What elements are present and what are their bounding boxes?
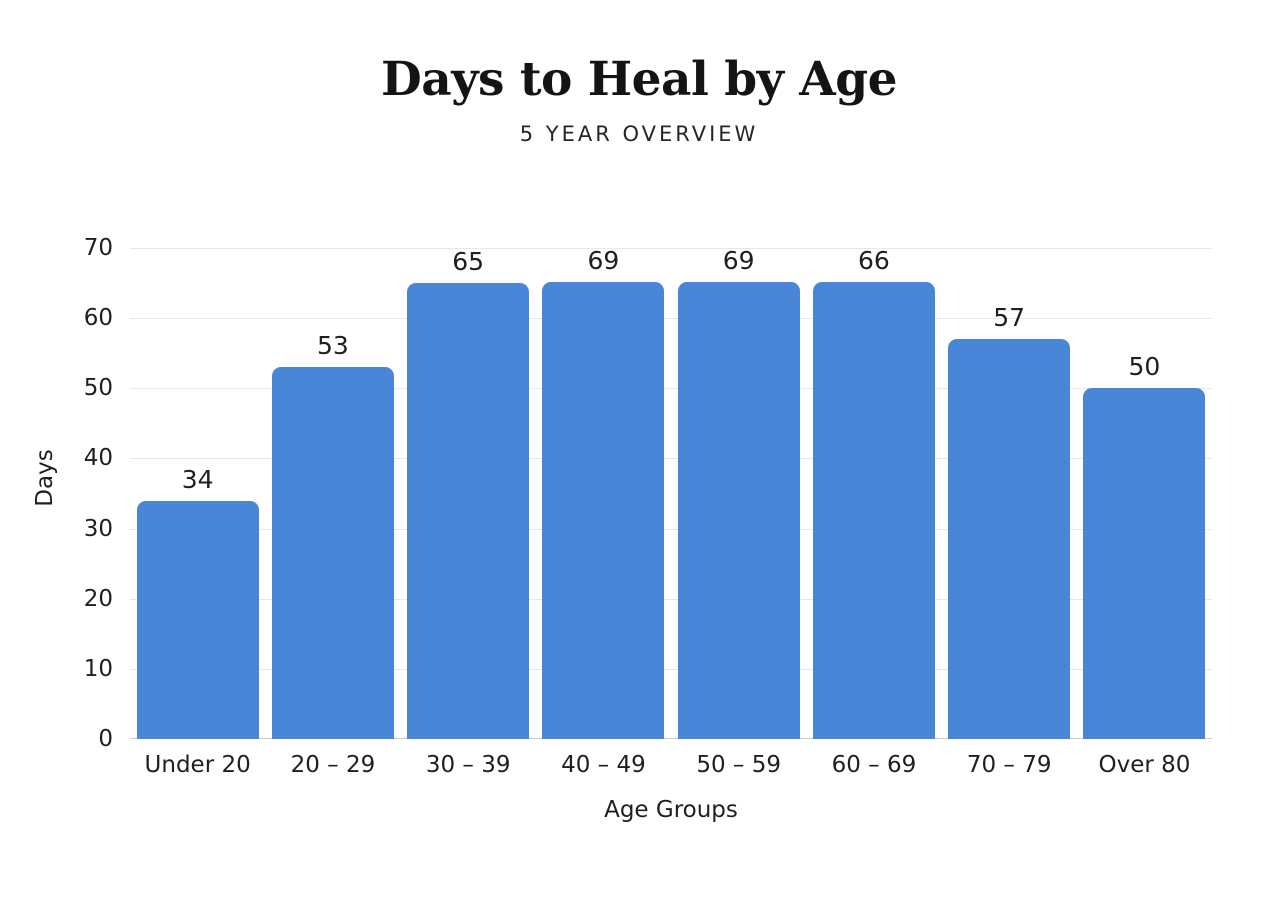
- x-tick-20-29: 20 – 29: [290, 752, 376, 778]
- gridline-60: [130, 318, 1212, 320]
- bar-group-30-39: 65: [401, 248, 536, 739]
- bar-value-label: 50: [1128, 352, 1161, 382]
- x-tick-over-80: Over 80: [1098, 752, 1191, 778]
- y-tick-10: 10: [83, 655, 113, 682]
- bar-value-label: 57: [993, 303, 1026, 333]
- x-axis-title: Age Groups: [604, 797, 738, 823]
- y-tick-0: 0: [98, 726, 113, 752]
- x-tick-under-20: Under 20: [144, 752, 251, 778]
- gridline-40: [130, 458, 1212, 460]
- bar-value-label: 69: [722, 246, 755, 275]
- bar-group-50-59: 69: [671, 248, 806, 739]
- gridline-30: [130, 528, 1212, 530]
- x-tick-70-79: 70 – 79: [966, 752, 1052, 778]
- bar-group-40-49: 69: [536, 248, 671, 739]
- y-tick-50: 50: [83, 375, 113, 402]
- x-tick-60-69: 60 – 69: [831, 752, 917, 778]
- gridline-10: [130, 668, 1212, 670]
- y-axis-title: Days: [32, 449, 58, 507]
- y-tick-30: 30: [83, 515, 113, 542]
- gridline-70: [130, 248, 1212, 249]
- bar-value-label: 69: [587, 246, 620, 275]
- chart-subtitle: 5 YEAR OVERVIEW: [519, 122, 759, 146]
- bar: [136, 500, 259, 739]
- bar-group-60-69: 66: [806, 248, 941, 739]
- bar-value-label: 53: [316, 331, 349, 361]
- gridline-20: [130, 598, 1212, 600]
- x-tick-30-39: 30 – 39: [425, 752, 511, 778]
- bar: [271, 367, 394, 739]
- bar: [812, 282, 935, 739]
- bar-group-70-79: 57: [942, 248, 1077, 739]
- bars-group: 34 53 65 69 69 66 57 50: [130, 248, 1212, 739]
- bar-value-label: 65: [452, 247, 485, 277]
- y-tick-70: 70: [83, 235, 113, 261]
- chart-title: Days to Heal by Age: [380, 52, 898, 107]
- bar: [542, 282, 665, 739]
- x-tick-50-59: 50 – 59: [696, 752, 781, 778]
- bar-group-over-80: 50: [1077, 248, 1212, 739]
- bar-group-20-29: 53: [265, 248, 400, 739]
- bar-value-label: 34: [181, 464, 214, 494]
- gridline-50: [130, 388, 1212, 390]
- y-tick-60: 60: [83, 305, 113, 332]
- x-axis-line: [130, 738, 1212, 739]
- bar: [1083, 388, 1206, 739]
- y-tick-20: 20: [83, 585, 113, 612]
- bar: [677, 282, 800, 739]
- bar-value-label: 66: [857, 246, 890, 275]
- x-tick-40-49: 40 – 49: [561, 752, 646, 778]
- bar-group-under-20: 34: [130, 248, 265, 739]
- bar: [407, 283, 530, 739]
- y-tick-40: 40: [83, 445, 113, 472]
- bar: [948, 339, 1071, 739]
- plot-area: 34 53 65 69 69 66 57 50: [130, 248, 1212, 739]
